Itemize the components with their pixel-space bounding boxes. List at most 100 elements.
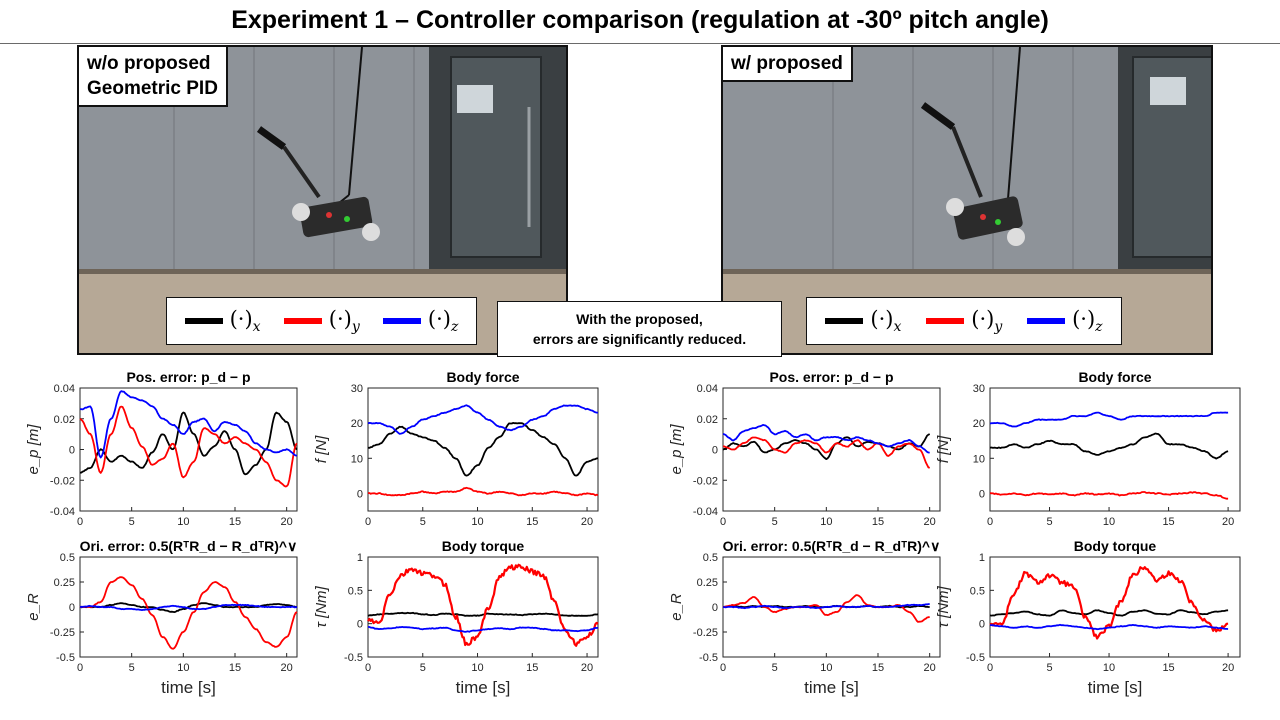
x-tick-label: 5	[129, 516, 135, 528]
series-line-z	[723, 603, 930, 610]
x-tick-label: 15	[1162, 662, 1174, 674]
x-tick-label: 0	[77, 516, 83, 528]
x-tick-label: 15	[526, 662, 538, 674]
x-tick-label: 10	[471, 516, 483, 528]
y-tick-label: 0.5	[703, 552, 718, 564]
series-line-x	[989, 432, 1229, 460]
legend-swatch-y	[283, 318, 322, 324]
plot-area	[367, 556, 599, 658]
y-tick-label: 0	[979, 619, 985, 631]
x-tick-label: 0	[987, 662, 993, 674]
panel-label-without-proposed: w/o proposed Geometric PID	[79, 47, 228, 107]
series-line-y	[989, 566, 1229, 640]
series-line-y	[367, 563, 599, 647]
legend-sub: y	[994, 319, 1003, 336]
y-tick-label: -0.5	[344, 652, 363, 664]
x-tick-label: 15	[229, 516, 241, 528]
panel-label-line1: w/o proposed	[87, 53, 211, 74]
y-axis-label: e_p [m]	[25, 424, 42, 475]
series-line-y	[989, 491, 1229, 500]
series-line-z	[367, 404, 598, 435]
y-tick-label: -0.04	[693, 506, 718, 518]
x-tick-label: 5	[420, 516, 426, 528]
legend-item-z: (·)z	[1027, 306, 1103, 335]
x-tick-label: 20	[924, 662, 936, 674]
legend-base: (·)	[870, 306, 894, 331]
chart-title: Ori. error: 0.5(RᵀR_d − R_dᵀR)^∨	[723, 538, 941, 554]
x-tick-label: 20	[581, 662, 593, 674]
series-line-z	[989, 411, 1229, 428]
y-tick-label: -0.04	[50, 506, 75, 518]
callout-line1: With the proposed,	[576, 311, 703, 327]
y-tick-label: 0.02	[697, 414, 718, 426]
y-tick-label: 30	[351, 383, 363, 395]
x-tick-label: 0	[987, 516, 993, 528]
y-tick-label: 10	[973, 453, 985, 465]
legend-base: (·)	[328, 306, 352, 331]
x-tick-label: 20	[581, 516, 593, 528]
x-tick-label: 10	[820, 662, 832, 674]
x-tick-label: 15	[872, 516, 884, 528]
legend-item-y: (·)y	[926, 307, 1002, 335]
chart-force_wo: 30 20 10 0 0 5 10 15 20 Body force f [N]	[313, 369, 599, 528]
y-tick-label: -0.5	[56, 652, 75, 664]
panel-label-line2: Geometric PID	[87, 78, 218, 99]
chart-title: Body torque	[1074, 538, 1157, 554]
legend-sub: x	[893, 319, 902, 336]
x-tick-label: 5	[129, 662, 135, 674]
legend-item-x: (·)x	[825, 307, 901, 335]
y-tick-label: -0.02	[50, 475, 75, 487]
y-tick-label: -0.25	[693, 627, 718, 639]
legend-base: (·)	[1072, 306, 1096, 331]
y-tick-label: 20	[973, 418, 985, 430]
legend-left: (·)x (·)y (·)z	[166, 297, 477, 345]
x-tick-label: 10	[1103, 662, 1115, 674]
y-tick-label: -0.02	[693, 475, 718, 487]
series-line-z	[989, 623, 1229, 631]
y-axis-label: τ [Nm]	[313, 585, 330, 627]
scene-illustration	[723, 47, 1211, 353]
y-tick-label: 0	[69, 602, 75, 614]
legend-swatch-z	[1027, 318, 1066, 324]
y-tick-label: 0	[712, 602, 718, 614]
x-tick-label: 20	[281, 662, 293, 674]
y-tick-label: 0	[357, 619, 363, 631]
y-tick-label: 0	[357, 488, 363, 500]
chart-title: Pos. error: p_d − p	[126, 369, 250, 385]
legend-base: (·)	[971, 306, 995, 331]
legend-swatch-x	[825, 318, 864, 324]
x-tick-label: 5	[420, 662, 426, 674]
chart-force_w: 30 20 10 0 0 5 10 15 20 Body force f [N]	[935, 369, 1241, 528]
y-axis-label: e_R	[668, 593, 685, 621]
x-axis-label: time [s]	[804, 678, 859, 697]
y-tick-label: 0.25	[54, 577, 75, 589]
y-tick-label: 1	[979, 552, 985, 564]
x-tick-label: 10	[471, 662, 483, 674]
y-tick-label: 10	[351, 453, 363, 465]
chart-title: Pos. error: p_d − p	[769, 369, 893, 385]
x-tick-label: 0	[77, 662, 83, 674]
legend-right: (·)x (·)y (·)z	[806, 297, 1122, 345]
legend-base: (·)	[229, 306, 253, 331]
panel-label-line1: w/ proposed	[731, 53, 843, 74]
x-tick-label: 10	[1103, 516, 1115, 528]
legend-swatch-y	[926, 318, 965, 324]
legend-sub: x	[252, 319, 261, 336]
chart-title: Ori. error: 0.5(RᵀR_d − R_dᵀR)^∨	[80, 538, 298, 554]
y-tick-label: 0.5	[970, 585, 985, 597]
chart-title: Body force	[1078, 369, 1151, 385]
series-line-z	[722, 423, 930, 454]
x-axis-label: time [s]	[161, 678, 216, 697]
series-line-y	[367, 486, 599, 497]
y-tick-label: 0.5	[348, 585, 363, 597]
x-tick-label: 20	[281, 516, 293, 528]
page-title: Experiment 1 – Controller comparison (re…	[231, 6, 1049, 34]
legend-swatch-z	[382, 318, 421, 324]
x-tick-label: 10	[177, 516, 189, 528]
x-tick-label: 5	[772, 516, 778, 528]
